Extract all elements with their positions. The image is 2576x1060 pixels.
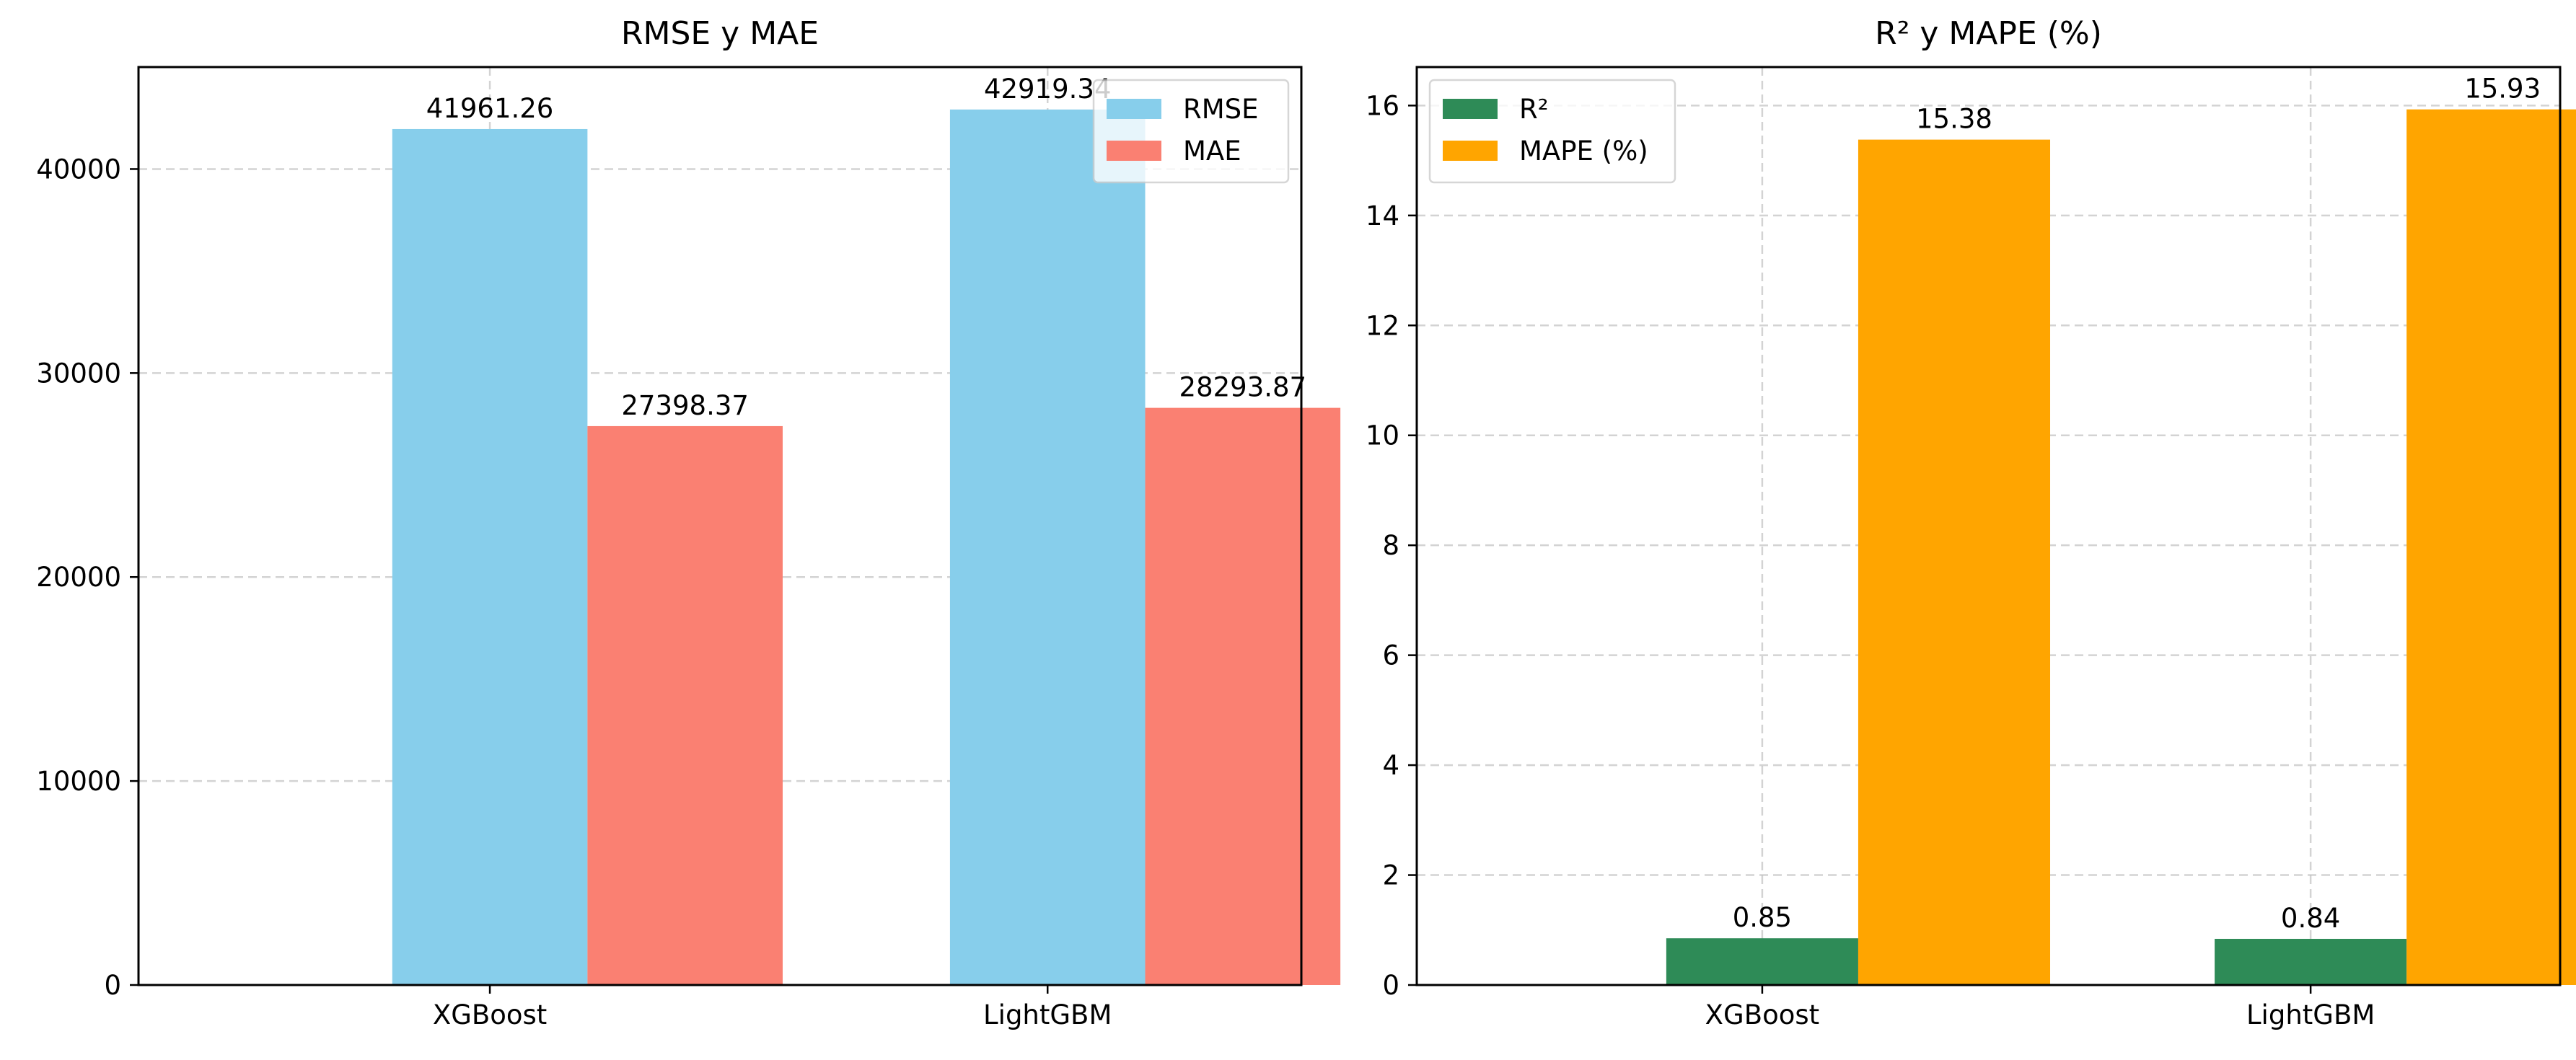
axes-frame bbox=[137, 66, 1303, 986]
bar-mape-lightgbm bbox=[2406, 109, 2576, 986]
y-tick-label: 10 bbox=[1366, 420, 1399, 451]
chart-panel-0: 41961.26 42919.34 27398.37 28293.87 0 10000 20… bbox=[36, 15, 1341, 1030]
y-tick-label: 30000 bbox=[36, 358, 121, 389]
data-label: 28293.87 bbox=[1179, 372, 1307, 403]
bar-r-xgboost bbox=[1666, 938, 1858, 985]
legend-label: R² bbox=[1519, 94, 1549, 125]
y-tick-label: 10000 bbox=[36, 766, 121, 797]
y-tick-label: 0 bbox=[1382, 970, 1399, 1001]
bar-mae-xgboost bbox=[587, 425, 783, 985]
legend: R² MAPE (%) bbox=[1428, 79, 1676, 184]
y-tick-label: 12 bbox=[1366, 310, 1399, 341]
data-label: 42919.34 bbox=[984, 74, 1112, 105]
y-tick-label: 20000 bbox=[36, 562, 121, 593]
legend: RMSE MAE bbox=[1092, 79, 1290, 184]
y-tick-label: 14 bbox=[1366, 200, 1399, 231]
data-label: 0.84 bbox=[2281, 903, 2340, 934]
y-tick-label: 16 bbox=[1366, 90, 1399, 121]
legend-box bbox=[1428, 79, 1676, 184]
data-label: 15.38 bbox=[1916, 104, 1992, 135]
legend-swatch bbox=[1107, 99, 1161, 119]
bar-mape-xgboost bbox=[1858, 139, 2051, 985]
legend-swatch bbox=[1443, 141, 1498, 161]
axes-frame bbox=[1415, 66, 2562, 986]
legend-label: MAE bbox=[1183, 136, 1241, 167]
legend-label: RMSE bbox=[1183, 94, 1259, 125]
y-tick-label: 0 bbox=[104, 970, 121, 1001]
data-label: 0.85 bbox=[1733, 902, 1792, 933]
x-tick-label: XGBoost bbox=[1705, 999, 1819, 1030]
bar-rmse-lightgbm bbox=[949, 109, 1146, 985]
legend-swatch bbox=[1107, 141, 1161, 161]
chart-title: R² y MAPE (%) bbox=[1875, 15, 2102, 52]
data-label: 27398.37 bbox=[621, 390, 749, 421]
y-tick-label: 8 bbox=[1382, 530, 1399, 561]
bar-rmse-xgboost bbox=[392, 128, 588, 985]
data-label: 15.93 bbox=[2464, 74, 2541, 105]
legend-label: MAPE (%) bbox=[1519, 136, 1648, 167]
y-tick-label: 40000 bbox=[36, 154, 121, 185]
y-tick-label: 2 bbox=[1382, 860, 1399, 891]
legend-swatch bbox=[1443, 99, 1498, 119]
chart-title: RMSE y MAE bbox=[621, 15, 819, 52]
x-tick-label: LightGBM bbox=[983, 999, 1112, 1030]
y-tick-label: 4 bbox=[1382, 750, 1399, 781]
x-tick-label: XGBoost bbox=[433, 999, 547, 1030]
y-tick-label: 6 bbox=[1382, 640, 1399, 671]
bar-r-lightgbm bbox=[2215, 938, 2407, 985]
bar-mae-lightgbm bbox=[1145, 407, 1341, 985]
x-tick-label: LightGBM bbox=[2246, 999, 2375, 1030]
chart-panel-1: 0.85 0.84 15.38 15.93 0 2 4 6 8 10 12 14 16 XGBoost Li… bbox=[1366, 15, 2576, 1030]
data-label: 41961.26 bbox=[426, 93, 554, 124]
